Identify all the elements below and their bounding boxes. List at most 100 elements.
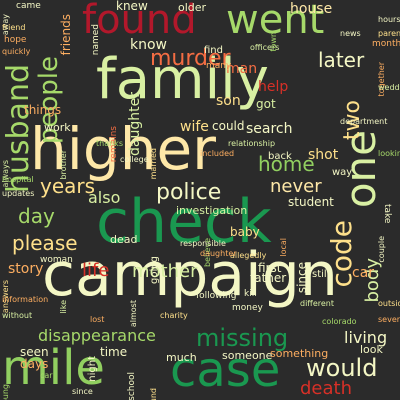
word-small: college (120, 155, 149, 164)
word-son: son (216, 93, 241, 109)
word-first: first (258, 261, 282, 275)
word-small: information (2, 295, 49, 304)
word-baby: baby (230, 225, 260, 239)
word-campaign: campaign (42, 240, 338, 310)
word-got: got (256, 97, 276, 111)
word-student: student (288, 195, 334, 209)
word-investigation: investigation (176, 204, 248, 217)
word-living: living (344, 328, 388, 347)
word-small: charity (160, 311, 188, 320)
word-man: man (226, 61, 258, 77)
word-hope: hope (4, 35, 27, 45)
word-could: could (212, 119, 245, 133)
word-small: thanks (96, 139, 123, 148)
word-knew: knew (116, 0, 148, 13)
word-take: take (382, 204, 392, 224)
word-small: since (72, 387, 93, 396)
word-much: much (166, 351, 197, 364)
word-home: home (258, 152, 315, 176)
word-mile: mile (2, 340, 105, 396)
word-small: parents (378, 29, 400, 38)
word-death: death (300, 378, 352, 399)
word-look: look (360, 343, 383, 356)
word-things: things (24, 103, 62, 117)
word-wife: wife (180, 119, 209, 135)
word-life: life (82, 260, 110, 281)
word-small: like (59, 300, 68, 314)
word-department: department (340, 117, 388, 126)
word-small: hours (378, 15, 400, 24)
word-small: couple (377, 236, 386, 263)
word-kill: kill (244, 289, 257, 299)
word-later: later (318, 48, 365, 72)
word-small: young (1, 384, 10, 400)
word-disappearance: disappearance (38, 326, 156, 345)
word-small: updates (2, 189, 35, 198)
word-find: find (204, 45, 223, 56)
word-case: case (170, 342, 281, 398)
word-went: went (226, 0, 325, 43)
word-still: still (312, 269, 330, 280)
word-small: friend (2, 23, 26, 32)
word-back: back (268, 151, 292, 162)
word-would: would (306, 354, 378, 382)
word-car: car (352, 265, 375, 281)
word-woman: woman (40, 255, 73, 265)
word-going: going (149, 256, 160, 284)
word-small: brother (59, 150, 68, 180)
word-day: day (18, 204, 55, 228)
word-missing: missing (196, 324, 289, 352)
word-small: several (378, 315, 400, 324)
word-search: search (246, 121, 293, 137)
word-school: school (127, 372, 137, 400)
word-check: check (96, 187, 272, 257)
word-seen: seen (20, 345, 49, 359)
word-small: quickly (2, 47, 31, 56)
word-shot: shot (308, 147, 339, 163)
word-story: story (8, 261, 44, 277)
word-small: daughter (200, 249, 237, 258)
word-know: know (130, 37, 167, 53)
word-since: since (295, 262, 309, 294)
word-many: many (206, 61, 232, 71)
word-small: relationship (228, 139, 276, 148)
word-small: responsible (180, 239, 226, 248)
word-higher: higher (30, 115, 216, 183)
word-small: included (200, 149, 235, 158)
word-small: car (40, 371, 53, 380)
word-something: something (270, 347, 329, 360)
word-years: years (40, 174, 96, 198)
word-small: town (269, 32, 278, 52)
word-mother: mother (132, 261, 198, 282)
word-days: days (20, 357, 49, 371)
word-named: named (91, 24, 101, 56)
word-months: months (372, 39, 400, 49)
word-small: lost (90, 315, 105, 324)
word-work: work (44, 121, 71, 134)
word-small: wedding (378, 83, 400, 92)
word-small: colorado (322, 317, 357, 326)
word-small: allegedly (230, 251, 267, 260)
word-please: please (12, 231, 78, 255)
word-never: never (270, 176, 322, 197)
word-way: way (332, 167, 353, 178)
word-following: following (196, 291, 237, 301)
word-also: also (88, 188, 121, 207)
word-time: time (100, 345, 128, 359)
word-murder: murder (150, 46, 231, 71)
word-money: money (232, 303, 263, 313)
word-dead: dead (110, 233, 138, 246)
word-police: police (156, 180, 222, 205)
word-small: without (2, 311, 33, 320)
word-small: married (149, 148, 158, 180)
word-small: officers (250, 43, 280, 52)
word-small: around (149, 388, 158, 400)
word-someone: someone (222, 349, 273, 362)
word-friends: friends (59, 14, 73, 56)
word-small: almost (129, 300, 138, 328)
word-small: hospital (2, 175, 34, 184)
word-came: came (16, 1, 41, 11)
word-older: older (178, 1, 207, 14)
word-small: local (279, 238, 288, 257)
